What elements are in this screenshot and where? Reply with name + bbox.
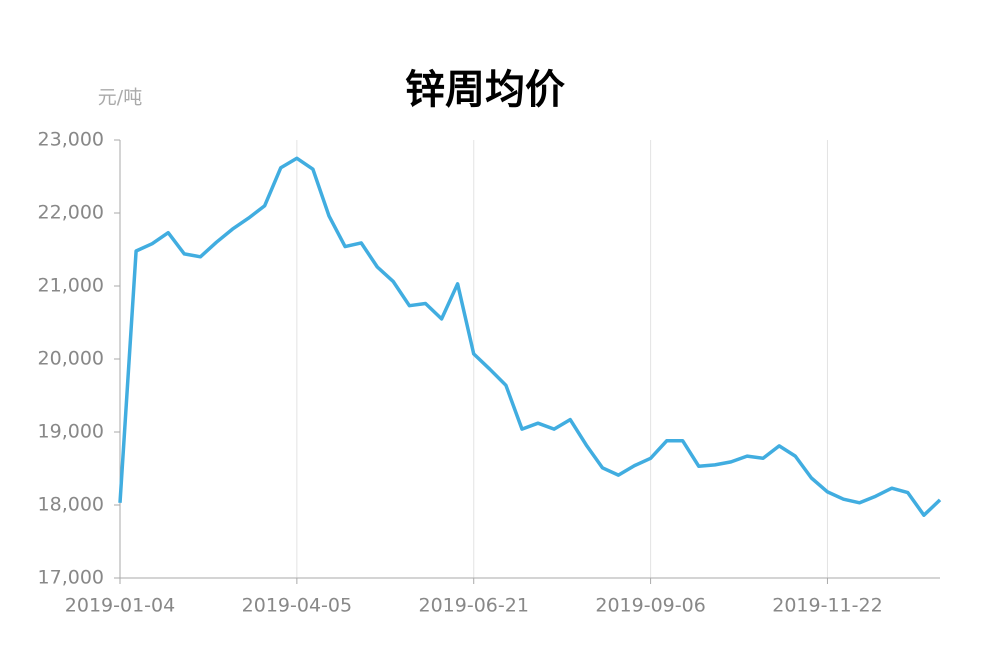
y-tick-label: 17,000 <box>38 567 104 589</box>
x-tick-label: 2019-09-06 <box>595 595 705 617</box>
line-series <box>118 156 942 517</box>
y-tick-label: 19,000 <box>38 421 104 443</box>
y-tick-label: 22,000 <box>38 202 104 224</box>
y-tick-label: 23,000 <box>38 129 104 151</box>
y-tick-label: 18,000 <box>38 494 104 516</box>
x-tick-label: 2019-01-04 <box>65 595 175 617</box>
y-tick-label: 21,000 <box>38 275 104 297</box>
y-axis-unit: 元/吨 <box>98 87 142 109</box>
y-tick-label: 20,000 <box>38 348 104 370</box>
chart-title: 锌周均价 <box>405 67 565 113</box>
x-tick-label: 2019-04-05 <box>242 595 352 617</box>
x-tick-label: 2019-06-21 <box>419 595 529 617</box>
x-tick-label: 2019-11-22 <box>772 595 882 617</box>
